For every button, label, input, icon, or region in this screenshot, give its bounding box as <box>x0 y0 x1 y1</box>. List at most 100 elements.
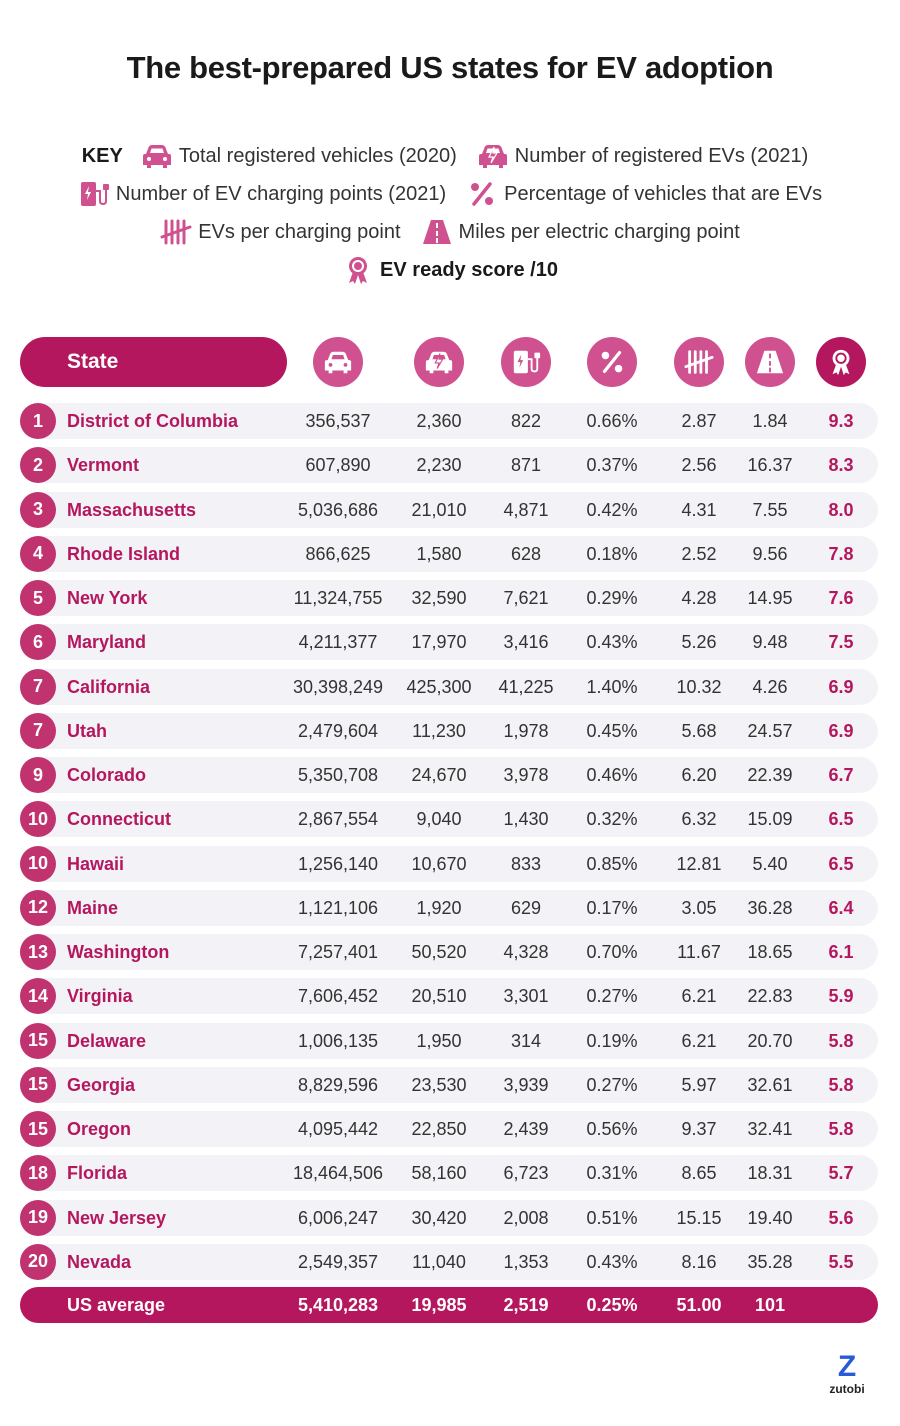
cell-miles-per-point: 5.40 <box>752 853 788 874</box>
key-label-pct-evs: Percentage of vehicles that are EVs <box>504 182 823 205</box>
cell-pct-evs: 0.17% <box>586 897 638 918</box>
cell-evs-per-point: 15.15 <box>676 1207 722 1228</box>
key-item-pct-evs: Percentage of vehicles that are EVs <box>466 179 822 209</box>
page-title: The best-prepared US states for EV adopt… <box>126 50 774 85</box>
cell-miles-per-point: 1.84 <box>752 411 788 431</box>
rank-badge: 10 <box>20 801 56 838</box>
logo-text: zutobi <box>829 1382 865 1396</box>
header-vehicles <box>313 337 363 387</box>
state-name: Rhode Island <box>67 543 181 564</box>
cell-charging-points: 7,621 <box>503 588 549 608</box>
cell-evs: 11,230 <box>412 720 466 741</box>
cell-miles-per-point: 20.70 <box>747 1030 793 1051</box>
percent-icon <box>471 182 494 206</box>
average-charging-points: 2,519 <box>503 1295 549 1315</box>
state-name: New Jersey <box>67 1207 167 1228</box>
rank-badge: 2 <box>20 447 56 484</box>
cell-evs-per-point: 11.67 <box>677 942 721 962</box>
cell-evs: 22,850 <box>411 1119 467 1139</box>
cell-charging-points: 833 <box>510 853 542 874</box>
cell-score: 6.7 <box>828 765 854 785</box>
state-name: Colorado <box>67 765 146 785</box>
cell-pct-evs: 0.66% <box>586 411 638 431</box>
state-name: New York <box>67 588 148 608</box>
table-row: 7 California 30,398,249 425,300 41,225 1.40% 1… <box>20 668 878 705</box>
cell-charging-points: 6,723 <box>503 1163 549 1184</box>
key-item-registered-evs: Number of registered EVs (2021) <box>477 141 808 171</box>
cell-score: 5.8 <box>828 1030 854 1051</box>
rank-badge: 19 <box>20 1199 56 1236</box>
table-row: 10 Connecticut 2,867,554 9,040 1,430 0.32% 6.3… <box>20 801 878 838</box>
cell-miles-per-point: 18.65 <box>747 942 793 962</box>
header-miles-per-point <box>745 337 795 387</box>
cell-charging-points: 1,353 <box>503 1251 549 1272</box>
key-line-4: EV ready score /10 <box>0 255 900 285</box>
table-row: 10 Hawaii 1,256,140 10,670 833 0.85% 12.81 5.40… <box>20 845 878 882</box>
cell-evs: 10,670 <box>411 853 467 874</box>
cell-pct-evs: 0.46% <box>586 765 638 785</box>
key-item-evs-per-point: EVs per charging point <box>160 217 401 247</box>
rank-badge: 12 <box>20 889 56 926</box>
average-evs: 19,985 <box>411 1295 467 1315</box>
table-row: 18 Florida 18,464,506 58,160 6,723 0.31% 8.65 1… <box>20 1155 878 1192</box>
cell-evs-per-point: 8.65 <box>681 1163 717 1184</box>
state-name: Massachusetts <box>67 499 197 520</box>
cell-vehicles: 356,537 <box>305 411 371 431</box>
state-name: Oregon <box>67 1119 132 1139</box>
table-row: 6 Maryland 4,211,377 17,970 3,416 0.43% 5.26 9.… <box>20 624 878 661</box>
cell-score: 9.3 <box>828 411 854 431</box>
cell-pct-evs: 0.31% <box>586 1163 638 1184</box>
cell-evs-per-point: 5.97 <box>681 1074 717 1095</box>
rank-badge: 15 <box>20 1111 56 1147</box>
cell-pct-evs: 0.45% <box>586 720 638 741</box>
rank-badge: 13 <box>20 934 56 970</box>
cell-score: 8.3 <box>828 455 854 476</box>
cell-charging-points: 41,225 <box>498 676 554 697</box>
table-row: 2 Vermont 607,890 2,230 871 0.37% 2.56 16.37 8.3 <box>20 447 878 484</box>
cell-evs-per-point: 6.21 <box>681 986 717 1007</box>
key-item-total-vehicles: Total registered vehicles (2020) <box>141 141 457 171</box>
cell-charging-points: 2,008 <box>503 1207 549 1228</box>
cell-evs: 2,230 <box>416 455 462 476</box>
cell-charging-points: 628 <box>510 543 542 564</box>
cell-evs: 23,530 <box>411 1074 467 1095</box>
cell-score: 5.8 <box>828 1119 854 1139</box>
cell-pct-evs: 0.43% <box>586 632 638 653</box>
rank-badge: 7 <box>20 712 56 749</box>
award-icon <box>832 349 850 376</box>
state-column-header: State <box>20 337 287 387</box>
cell-miles-per-point: 9.56 <box>752 543 788 564</box>
state-name: Connecticut <box>67 809 172 830</box>
key-label-score: EV ready score /10 <box>380 258 558 281</box>
cell-evs-per-point: 9.37 <box>681 1119 717 1139</box>
cell-miles-per-point: 22.39 <box>747 765 793 785</box>
cell-evs: 24,670 <box>411 765 467 785</box>
award-icon <box>349 257 368 284</box>
cell-vehicles: 4,211,377 <box>298 632 378 653</box>
cell-evs: 21,010 <box>411 499 467 520</box>
cell-score: 6.9 <box>828 720 854 741</box>
rank-badge: 15 <box>20 1066 56 1103</box>
cell-evs: 9,040 <box>416 809 462 830</box>
cell-pct-evs: 0.85% <box>586 853 638 874</box>
cell-score: 5.9 <box>828 986 854 1007</box>
cell-miles-per-point: 18.31 <box>747 1163 793 1184</box>
cell-vehicles: 1,006,135 <box>297 1030 379 1051</box>
state-name: Florida <box>67 1163 128 1184</box>
cell-pct-evs: 0.27% <box>586 1074 638 1095</box>
cell-score: 5.8 <box>828 1074 854 1095</box>
cell-pct-evs: 0.70% <box>586 942 638 962</box>
cell-pct-evs: 0.51% <box>586 1207 638 1228</box>
cell-score: 6.9 <box>828 676 854 697</box>
key-label: KEY <box>81 144 123 167</box>
cell-evs-per-point: 6.20 <box>681 765 717 785</box>
cell-vehicles: 2,479,604 <box>297 720 379 741</box>
rank-badge: 9 <box>20 757 56 793</box>
rank-badge: 20 <box>20 1243 56 1280</box>
cell-evs: 1,950 <box>416 1030 462 1051</box>
cell-miles-per-point: 24.57 <box>747 720 793 741</box>
table-row: 1 District of Columbia 356,537 2,360 822 0.66… <box>20 403 878 439</box>
state-name: Delaware <box>67 1030 147 1051</box>
table-row: 12 Maine 1,121,106 1,920 629 0.17% 3.05 36.28 6.… <box>20 889 878 926</box>
cell-vehicles: 11,324,755 <box>293 588 383 608</box>
